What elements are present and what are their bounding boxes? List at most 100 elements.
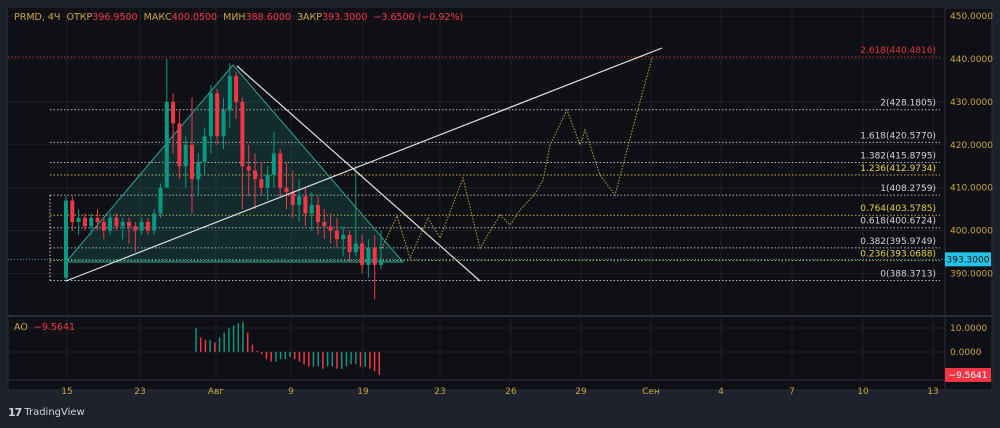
candle-body (202, 136, 207, 162)
candle-body (328, 226, 333, 231)
x-tick-label: 13 (927, 387, 938, 397)
tradingview-brand[interactable]: 17 TradingView (8, 406, 85, 419)
open-label: ОТКР (66, 12, 93, 23)
candle-body (297, 196, 302, 205)
y-tick-label: 410.0000 (950, 184, 993, 194)
x-tick-label: 19 (357, 387, 369, 397)
candle-body (82, 217, 87, 227)
candle-body (234, 76, 239, 102)
current-price-badge (945, 252, 991, 267)
ao-y-tick-label: 10.0000 (950, 324, 987, 334)
change-value: −3.6500 (−0.92%) (373, 12, 464, 23)
x-tick-label: 7 (789, 387, 795, 397)
candle-body (353, 243, 358, 253)
candle-body (190, 144, 194, 180)
fib-level-label: 2.618(440.4816) (860, 46, 936, 56)
candle-body (64, 200, 68, 278)
candle-body (271, 153, 276, 175)
candle-body (316, 204, 320, 223)
candle-body (127, 222, 131, 227)
candle-body (347, 234, 352, 253)
candle-body (70, 200, 75, 223)
candle-body (145, 222, 150, 231)
candle-body (76, 217, 81, 223)
candle-body (379, 260, 383, 265)
candle-body (366, 247, 371, 265)
candle-body (265, 174, 270, 188)
candle-body (208, 93, 213, 137)
symbol-label: PRMD, 4Ч (14, 12, 61, 23)
candle-body (164, 101, 169, 188)
fib-level-label: 0.764(403.5785) (860, 204, 936, 214)
y-tick-label: 390.0000 (950, 270, 993, 280)
candle-body (108, 217, 113, 231)
candle-body (303, 196, 308, 214)
current-price-label: 393.3000 (947, 255, 990, 265)
candle-body (372, 247, 377, 265)
fib-level-label: 0.236(393.0688) (860, 249, 936, 259)
x-tick-label: 15 (61, 387, 72, 397)
candle-body (101, 222, 106, 231)
y-tick-label: 420.0000 (950, 141, 993, 151)
high-value: 400.0500 (171, 12, 218, 23)
candle-body (215, 93, 220, 137)
fib-level-label: 1.236(412.9734) (860, 164, 936, 174)
y-tick-label: 440.0000 (950, 55, 993, 65)
candle-body (89, 217, 94, 227)
candle-body (158, 187, 163, 214)
x-tick-label: 10 (857, 387, 869, 397)
fib-level-label: 2(428.1805) (880, 99, 936, 109)
candle-body (290, 191, 295, 205)
candle-body (139, 222, 144, 231)
fib-level-label: 1.382(415.8795) (860, 151, 936, 161)
ao-name: AO (14, 322, 28, 333)
open-value: 396.9500 (92, 12, 138, 23)
x-tick-label: Сен (642, 387, 660, 397)
candle-body (114, 217, 119, 227)
x-tick-label: 23 (434, 387, 445, 397)
fib-level-label: 0.618(400.6724) (860, 217, 936, 227)
ao-value-badge (945, 367, 991, 382)
fib-level-label: 1(408.2759) (880, 184, 936, 194)
candle-body (284, 187, 289, 192)
candle-body (177, 123, 182, 167)
x-tick-label: Авг (208, 387, 224, 397)
fib-level-label: 0(388.3713) (880, 269, 936, 279)
candle-body (259, 179, 264, 188)
candle-body (171, 101, 176, 124)
candle-body (221, 110, 226, 137)
projection-path (381, 57, 653, 260)
trend-line-up (65, 47, 663, 282)
close-value: 393.3000 (322, 12, 368, 23)
candle-body (360, 243, 365, 265)
ao-y-tick-label: 0.0000 (950, 348, 982, 358)
tradingview-logo-icon: 17 (8, 406, 22, 419)
candle-body (334, 230, 339, 240)
x-tick-label: 23 (134, 387, 145, 397)
candle-body (196, 161, 201, 180)
candle-body (120, 222, 125, 227)
low-value: 388.6000 (245, 12, 291, 23)
fib-level-label: 1.618(420.5770) (860, 131, 936, 141)
candle-body (322, 222, 327, 227)
x-tick-label: 29 (575, 387, 587, 397)
candle-body (95, 217, 100, 223)
candle-body (152, 213, 157, 231)
ao-value-badge-label: −9.5641 (948, 371, 987, 381)
trend-line-down (236, 65, 481, 282)
x-tick-label: 4 (718, 387, 724, 397)
symbol-legend: PRMD, 4Ч ОТКР396.9500 МАКС400.0500 МИН38… (14, 12, 463, 23)
candle-body (246, 166, 251, 171)
fib-level-label: 0.382(395.9749) (860, 237, 936, 247)
candle-body (253, 170, 257, 180)
candle-body (240, 101, 245, 167)
high-label: МАКС (143, 12, 172, 23)
x-tick-label: 26 (505, 387, 517, 397)
candle-body (183, 144, 188, 167)
candle-body (133, 226, 138, 231)
candle-body (278, 153, 283, 188)
y-tick-label: 430.0000 (950, 98, 993, 108)
ao-legend: AO −9.5641 (14, 322, 75, 333)
y-tick-label: 450.0000 (950, 12, 993, 22)
